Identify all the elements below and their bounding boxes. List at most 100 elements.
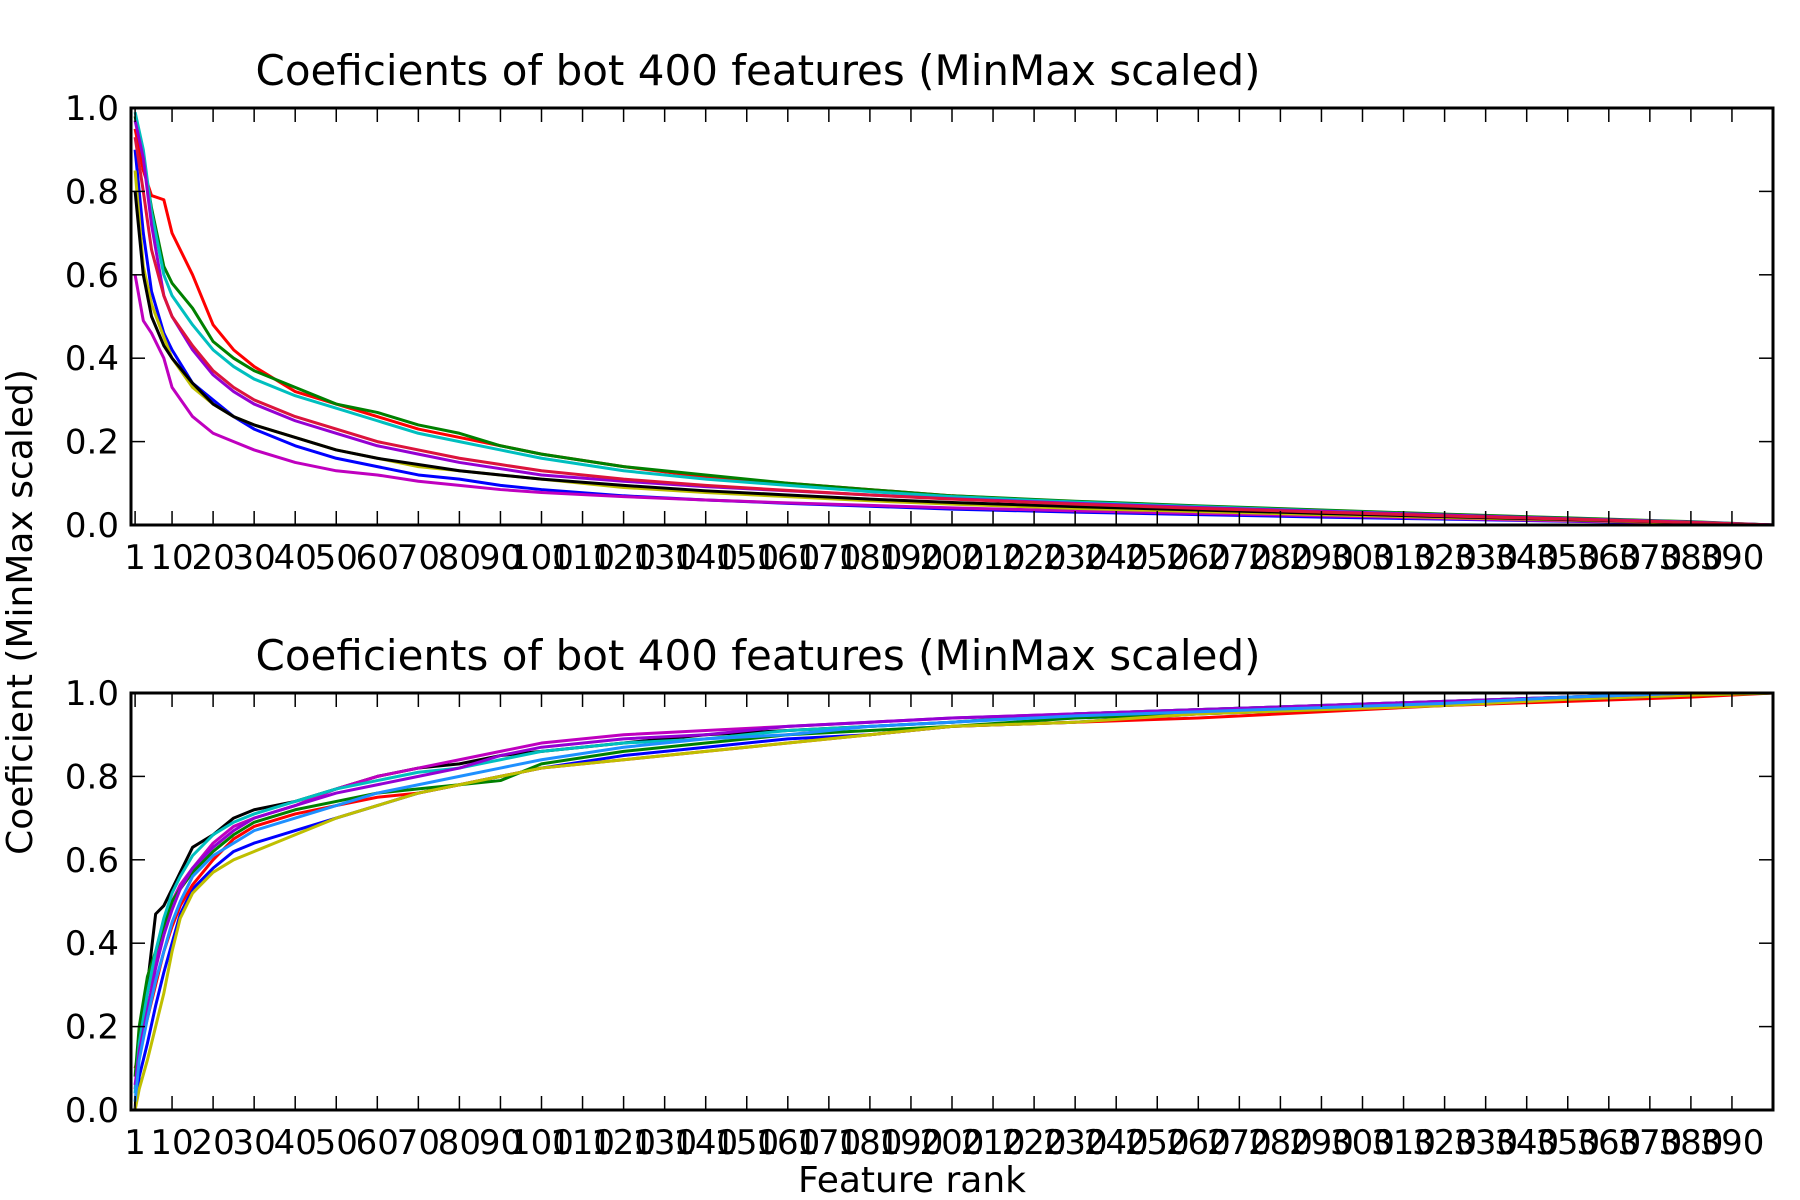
top-chart-lines <box>133 111 1774 527</box>
top-chart-x-tick-label: 350 <box>1535 538 1600 578</box>
bottom-chart-y-tick-label: 0.4 <box>65 924 119 964</box>
bottom-chart-series-line-3 <box>133 691 1774 1111</box>
bottom-chart-x-tick-label: 140 <box>673 1123 738 1163</box>
bottom-chart-panel: Coeficients of bot 400 features (MinMax … <box>65 631 1775 1163</box>
bottom-chart-x-tick-label: 230 <box>1043 1123 1108 1163</box>
bottom-chart-x-tick-label: 310 <box>1371 1123 1436 1163</box>
bottom-chart-series-line-7 <box>133 691 1774 1111</box>
top-chart-panel: Coeficients of bot 400 features (MinMax … <box>65 46 1775 578</box>
top-chart-x-tick-label: 70 <box>397 538 440 578</box>
top-chart-x-tick-label: 300 <box>1330 538 1395 578</box>
bottom-chart-x-tick-label: 380 <box>1658 1123 1723 1163</box>
top-chart-x-tick-label: 330 <box>1453 538 1518 578</box>
bottom-chart-x-tick-label: 330 <box>1453 1123 1518 1163</box>
top-chart-x-tick-label: 170 <box>796 538 861 578</box>
top-chart-series-line-5 <box>133 274 1774 527</box>
top-chart-x-tick-label: 140 <box>673 538 738 578</box>
top-chart-x-tick-label: 30 <box>233 538 276 578</box>
bottom-chart-x-tick-label: 80 <box>438 1123 481 1163</box>
bottom-chart-x-tick-label: 20 <box>191 1123 234 1163</box>
bottom-chart-series-line-8 <box>133 691 1773 1086</box>
bottom-chart-y-tick-label: 0.8 <box>65 757 119 797</box>
bottom-chart-x-tick-label: 200 <box>920 1123 985 1163</box>
top-chart-series-line-4 <box>133 111 1774 527</box>
bottom-chart-x-tick-label: 370 <box>1617 1123 1682 1163</box>
top-chart-x-tick-label: 110 <box>550 538 615 578</box>
top-chart-x-tick-label: 270 <box>1207 538 1272 578</box>
top-chart-y-tick-label: 0.2 <box>65 423 119 463</box>
bottom-chart-series-line-5 <box>133 691 1774 1077</box>
bottom-chart-x-tick-label: 60 <box>356 1123 399 1163</box>
top-chart-x-tick-label: 50 <box>315 538 358 578</box>
top-chart-x-tick-label: 40 <box>274 538 317 578</box>
top-chart-x-tick-label: 370 <box>1617 538 1682 578</box>
top-chart-y-tick-label: 0.6 <box>65 256 119 296</box>
bottom-chart-x-tick-label: 240 <box>1084 1123 1149 1163</box>
top-chart-x-tick-label: 90 <box>479 538 522 578</box>
top-chart-x-tick-label: 120 <box>591 538 656 578</box>
bottom-chart-x-tick-label: 130 <box>632 1123 697 1163</box>
bottom-chart-x-tick-label: 100 <box>509 1123 574 1163</box>
bottom-chart-y-tick-label: 1.0 <box>65 674 119 714</box>
bottom-chart-series-line-1 <box>133 691 1773 1111</box>
bottom-chart-x-tick-label: 220 <box>1002 1123 1067 1163</box>
top-chart-x-tick-label: 280 <box>1248 538 1313 578</box>
bottom-chart-x-tick-label: 190 <box>878 1123 943 1163</box>
top-chart-x-tick-label: 150 <box>714 538 779 578</box>
top-chart-x-tick-label: 290 <box>1289 538 1354 578</box>
bottom-chart-x-tick-label: 290 <box>1289 1123 1354 1163</box>
top-chart-x-tick-label: 10 <box>150 538 193 578</box>
bottom-chart-title: Coeficients of bot 400 features (MinMax … <box>256 631 1261 680</box>
bottom-chart-x-tick-label: 280 <box>1248 1123 1313 1163</box>
bottom-chart-series-line-9 <box>133 691 1773 1102</box>
top-chart-series-line-6 <box>133 170 1774 527</box>
top-chart-y-tick-label: 0.0 <box>65 506 119 546</box>
top-chart-series-line-9 <box>133 136 1774 527</box>
bottom-chart-x-tick-label: 150 <box>714 1123 779 1163</box>
bottom-chart-x-tick-label: 170 <box>796 1123 861 1163</box>
top-chart-x-tick-label: 250 <box>1125 538 1190 578</box>
top-chart-x-tick-label: 320 <box>1412 538 1477 578</box>
top-chart-x-tick-label: 310 <box>1371 538 1436 578</box>
top-chart-x-tick-label: 130 <box>632 538 697 578</box>
bottom-chart-series-line-4 <box>133 691 1774 1069</box>
bottom-chart-x-tick-label: 210 <box>961 1123 1026 1163</box>
top-chart-x-tick-label: 60 <box>356 538 399 578</box>
top-chart-x-tick-label: 240 <box>1084 538 1149 578</box>
top-chart-x-tick-label: 160 <box>755 538 820 578</box>
top-chart-x-tick-label: 260 <box>1166 538 1231 578</box>
bottom-chart-lines <box>133 691 1774 1111</box>
top-chart-x-tick-label: 1 <box>124 538 146 578</box>
bottom-chart-x-tick-label: 350 <box>1535 1123 1600 1163</box>
bottom-chart-x-tick-label: 1 <box>124 1123 146 1163</box>
bottom-chart-x-tick-label: 390 <box>1699 1123 1764 1163</box>
top-chart-x-tick-label: 200 <box>920 538 985 578</box>
bottom-chart-x-tick-label: 260 <box>1166 1123 1231 1163</box>
top-chart-x-tick-label: 380 <box>1658 538 1723 578</box>
bottom-chart-x-tick-label: 320 <box>1412 1123 1477 1163</box>
top-chart-ticks: 1 102030405060708090100110120130140150160… <box>65 89 1773 578</box>
bottom-chart-x-tick-label: 360 <box>1576 1123 1641 1163</box>
y-axis-label: Coeficient (MinMax scaled) <box>0 369 41 855</box>
top-chart-y-tick-label: 0.4 <box>65 339 119 379</box>
top-chart-series-line-8 <box>133 120 1774 527</box>
bottom-chart-x-tick-label: 30 <box>233 1123 276 1163</box>
top-chart-x-tick-label: 220 <box>1002 538 1067 578</box>
top-chart-x-tick-label: 210 <box>961 538 1026 578</box>
bottom-chart-series-line-2 <box>133 691 1773 1090</box>
bottom-chart-x-tick-label: 160 <box>755 1123 820 1163</box>
bottom-chart-x-tick-label: 300 <box>1330 1123 1395 1163</box>
top-chart-x-tick-label: 360 <box>1576 538 1641 578</box>
top-chart-series-line-1 <box>133 128 1774 527</box>
x-axis-label: Feature rank <box>798 1160 1026 1200</box>
top-chart-x-tick-label: 180 <box>837 538 902 578</box>
top-chart-x-tick-label: 390 <box>1699 538 1764 578</box>
bottom-chart-x-tick-label: 90 <box>479 1123 522 1163</box>
bottom-chart-x-tick-label: 340 <box>1494 1123 1559 1163</box>
bottom-chart-y-tick-label: 0.6 <box>65 841 119 881</box>
top-chart-x-tick-label: 190 <box>878 538 943 578</box>
bottom-chart-x-tick-label: 50 <box>315 1123 358 1163</box>
bottom-chart-x-tick-label: 110 <box>550 1123 615 1163</box>
top-chart-x-tick-label: 340 <box>1494 538 1559 578</box>
